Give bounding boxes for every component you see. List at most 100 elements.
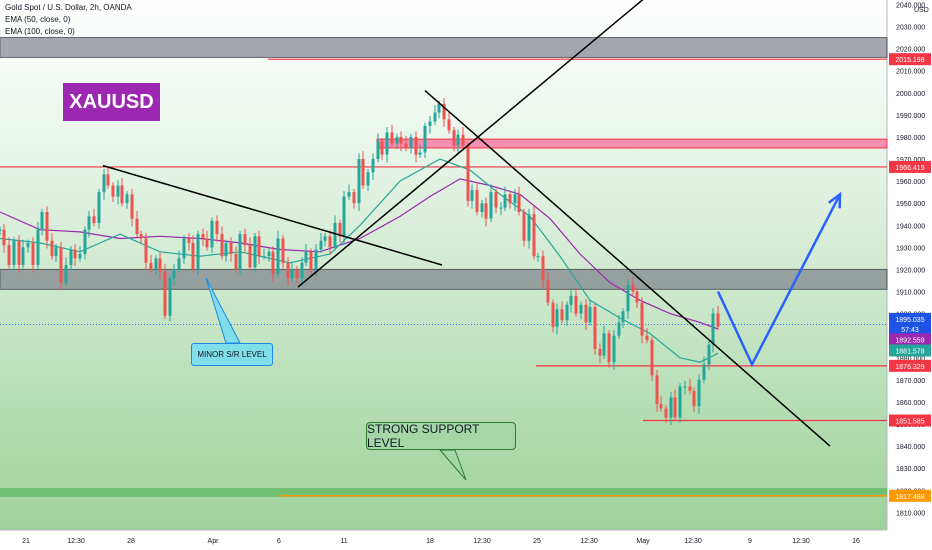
price-tick: 1970.000 bbox=[896, 157, 925, 164]
resistance-zone bbox=[0, 37, 888, 58]
candle-body bbox=[69, 249, 73, 265]
candle-body bbox=[59, 247, 63, 283]
candle-body bbox=[135, 218, 139, 235]
candle-body bbox=[309, 251, 313, 270]
candle-body bbox=[323, 236, 327, 241]
candle-body bbox=[276, 238, 280, 274]
resistance-zone bbox=[0, 268, 888, 290]
strong-callout-pointer bbox=[438, 449, 467, 481]
candle-body bbox=[17, 240, 21, 265]
candle-body bbox=[513, 194, 517, 204]
price-tick: 1830.000 bbox=[896, 466, 925, 473]
callout-pointers bbox=[205, 277, 467, 481]
trendlines bbox=[102, 0, 831, 447]
candle-body bbox=[560, 309, 564, 321]
price-tick: 1950.000 bbox=[896, 201, 925, 208]
candle-body bbox=[598, 348, 602, 356]
candle-body bbox=[120, 185, 124, 204]
price-tick: 2040.000 bbox=[896, 2, 925, 9]
candle-body bbox=[172, 269, 176, 279]
candle-body bbox=[352, 192, 356, 204]
candle-body bbox=[73, 249, 77, 259]
price-tick: 1930.000 bbox=[896, 245, 925, 252]
price-label: 1876.329 bbox=[895, 364, 924, 371]
candle-body bbox=[371, 159, 375, 173]
candle-body bbox=[286, 262, 290, 279]
candle-body bbox=[584, 304, 588, 323]
indicator-ema100-label[interactable]: EMA (100, close, 0) bbox=[5, 27, 75, 36]
candle-body bbox=[376, 141, 380, 159]
indicator-ema50-label[interactable]: EMA (50, close, 0) bbox=[5, 15, 71, 24]
candle-body bbox=[456, 134, 460, 146]
candle-body bbox=[0, 229, 2, 231]
price-label: 57:43 bbox=[901, 327, 919, 334]
candle-body bbox=[466, 145, 470, 201]
price-tick: 1990.000 bbox=[896, 113, 925, 120]
candle-body bbox=[551, 302, 555, 327]
time-tick: 12:30 bbox=[684, 538, 702, 545]
price-label: 1892.559 bbox=[895, 337, 924, 344]
price-label-bg bbox=[889, 160, 931, 173]
candle-body bbox=[92, 216, 96, 224]
price-tick: 2000.000 bbox=[896, 91, 925, 98]
time-axis: 21 12:30 28 Apr 6 11 18 12:30 25 12:30 May 12:30 9 12… bbox=[22, 538, 860, 545]
candle-body bbox=[612, 335, 616, 363]
candle-body bbox=[201, 234, 205, 239]
candle-body bbox=[54, 247, 58, 257]
candle-body bbox=[423, 125, 427, 153]
candle-body bbox=[168, 278, 172, 316]
price-tick: 1980.000 bbox=[896, 135, 925, 142]
candle-body bbox=[569, 295, 573, 305]
price-label-bg bbox=[889, 489, 931, 502]
candle-body bbox=[480, 203, 484, 212]
candle-body bbox=[541, 256, 545, 281]
candle-body bbox=[484, 203, 488, 219]
candle-body bbox=[442, 103, 446, 120]
time-tick: 28 bbox=[127, 538, 135, 545]
candle-body bbox=[361, 159, 365, 186]
candle-body bbox=[437, 103, 441, 113]
time-tick: 16 bbox=[852, 538, 860, 545]
candle-body bbox=[220, 234, 224, 257]
candle-body bbox=[328, 236, 332, 248]
time-tick: 25 bbox=[533, 538, 541, 545]
candle-body bbox=[503, 194, 507, 208]
candle-body bbox=[271, 251, 275, 274]
candle-body bbox=[659, 404, 663, 409]
candle-body bbox=[262, 256, 266, 258]
trendline bbox=[297, 0, 644, 288]
symbol-title: Gold Spot / U.S. Dollar, 2h, OANDA bbox=[5, 3, 132, 12]
time-tick: May bbox=[636, 538, 650, 545]
candle-body bbox=[555, 309, 559, 327]
candle-body bbox=[238, 234, 242, 270]
candle-body bbox=[489, 192, 493, 219]
candle-body bbox=[669, 397, 673, 418]
candle-body bbox=[404, 143, 408, 148]
candle-body bbox=[428, 121, 432, 126]
projection-arrowhead bbox=[828, 191, 842, 209]
currency-label: USD bbox=[914, 7, 929, 14]
candle-body bbox=[144, 238, 148, 263]
candle-body bbox=[304, 251, 308, 263]
candle-body bbox=[116, 185, 120, 197]
candle-body bbox=[617, 322, 621, 336]
price-tick: 1960.000 bbox=[896, 179, 925, 186]
candle-body bbox=[267, 251, 271, 257]
candle-body bbox=[631, 284, 635, 292]
candle-body bbox=[707, 344, 711, 365]
candle-body bbox=[196, 234, 200, 270]
candle-body bbox=[655, 375, 659, 405]
strong-support-callout: STRONG SUPPORT LEVEL bbox=[366, 422, 516, 450]
candle-body bbox=[338, 223, 342, 237]
candle-body bbox=[475, 189, 479, 212]
price-tick: 1910.000 bbox=[896, 290, 925, 297]
candle-body bbox=[290, 269, 294, 279]
candle-body bbox=[281, 238, 285, 263]
candle-body bbox=[366, 172, 370, 186]
candle-body bbox=[664, 408, 668, 418]
candle-body bbox=[688, 386, 692, 391]
candle-body bbox=[635, 291, 639, 303]
candle-body bbox=[385, 132, 389, 155]
